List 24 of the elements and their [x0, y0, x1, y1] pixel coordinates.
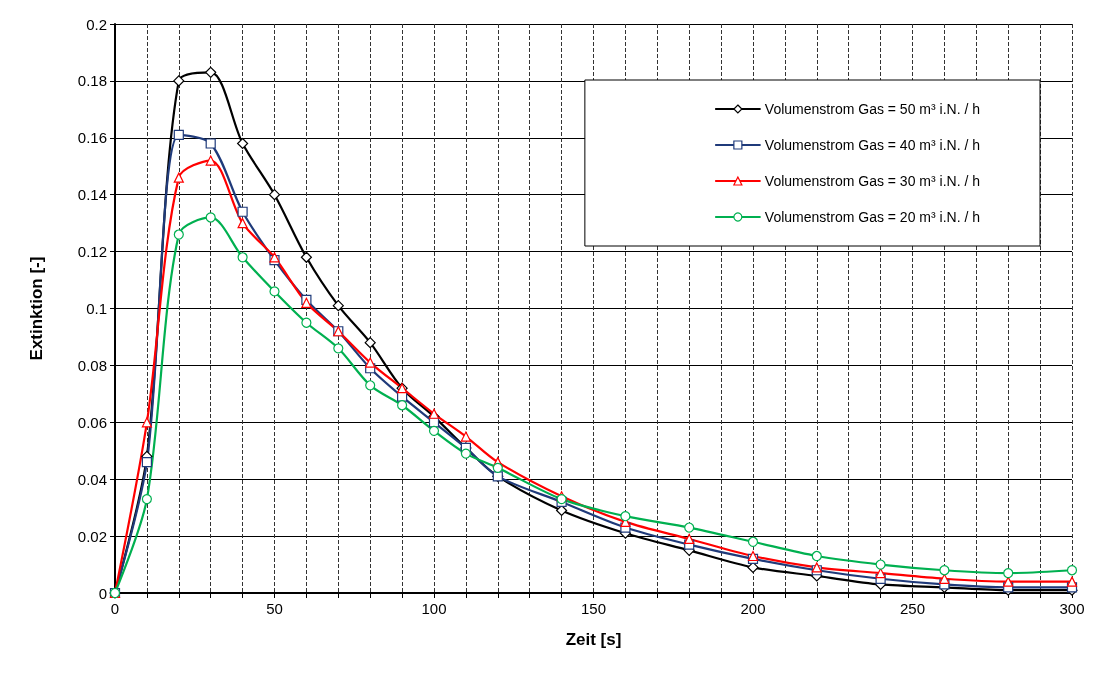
y-tick-label: 0.04 [77, 470, 107, 488]
x-tick-label: 50 [266, 600, 283, 617]
y-tick-label: 0.1 [86, 300, 107, 317]
y-tick-label: 0.06 [77, 413, 107, 431]
x-tick-label: 250 [899, 600, 926, 617]
x-tick-label: 100 [421, 600, 447, 617]
y-tick-label: 0.16 [77, 129, 107, 147]
legend-label: Volumenstrom Gas = 20 m³ i.N. / h [764, 209, 981, 225]
y-axis-title: Extinktion [-] [27, 256, 46, 361]
y-tick-label: 0.02 [77, 527, 107, 545]
y-tick-label: 0.2 [86, 15, 107, 33]
y-tick-label: 0.12 [77, 243, 107, 261]
x-tick-label: 150 [580, 600, 607, 617]
x-tick-label: 300 [1059, 600, 1085, 617]
legend-label: Volumenstrom Gas = 40 m³ i.N. / h [764, 137, 981, 153]
x-axis-title: Zeit [s] [565, 630, 622, 649]
y-tick-label: 0.14 [77, 186, 107, 204]
y-tick-label: 0.08 [77, 356, 107, 374]
legend-label: Volumenstrom Gas = 30 m³ i.N. / h [764, 173, 981, 189]
legend-label: Volumenstrom Gas = 50 m³ i.N. / h [764, 101, 981, 117]
x-tick-label: 200 [740, 600, 766, 617]
y-tick-label: 0.18 [77, 72, 107, 90]
x-tick-label: 0 [110, 600, 120, 617]
y-tick-label: 0 [98, 584, 107, 602]
